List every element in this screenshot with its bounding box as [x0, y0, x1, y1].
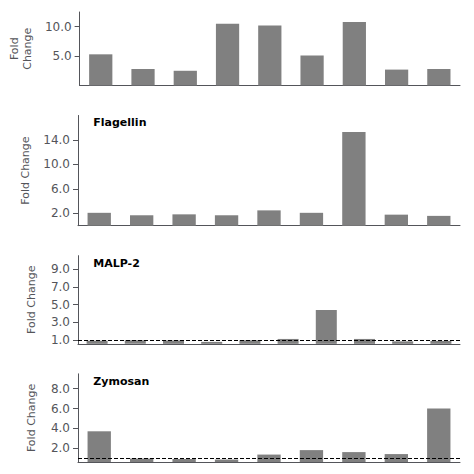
- svg-text:1.0: 1.0: [51, 333, 70, 347]
- svg-text:3.0: 3.0: [51, 315, 70, 329]
- svg-text:Fold: Fold: [8, 37, 21, 60]
- svg-text:2.0: 2.0: [51, 441, 70, 455]
- svg-text:10.0: 10.0: [45, 20, 72, 34]
- svg-text:Flagellin: Flagellin: [93, 116, 146, 129]
- svg-text:Fold Change: Fold Change: [25, 265, 38, 334]
- svg-text:14.0: 14.0: [43, 133, 70, 147]
- svg-text:6.0: 6.0: [51, 182, 70, 196]
- svg-text:Fold Change: Fold Change: [19, 136, 32, 205]
- svg-text:Change: Change: [21, 27, 34, 69]
- svg-text:4.0: 4.0: [51, 421, 70, 435]
- svg-text:Zymosan: Zymosan: [93, 375, 149, 388]
- svg-text:2.0: 2.0: [51, 206, 70, 220]
- svg-text:9.0: 9.0: [51, 262, 70, 276]
- svg-text:10.0: 10.0: [43, 157, 70, 171]
- svg-text:Fold Change: Fold Change: [25, 384, 38, 453]
- svg-text:6.0: 6.0: [51, 402, 70, 416]
- svg-text:5.0: 5.0: [53, 49, 72, 63]
- svg-text:8.0: 8.0: [51, 382, 70, 396]
- svg-text:5.0: 5.0: [51, 298, 70, 312]
- svg-text:MALP-2: MALP-2: [93, 257, 140, 270]
- svg-text:7.0: 7.0: [51, 280, 70, 294]
